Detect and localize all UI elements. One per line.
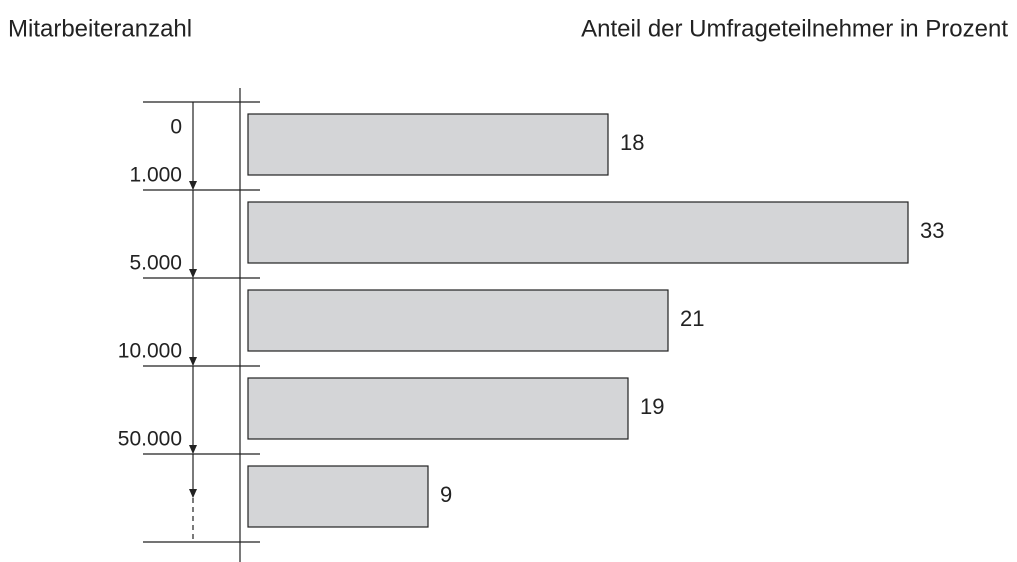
arrow-head — [189, 357, 197, 366]
arrow-head — [189, 445, 197, 454]
bar — [247, 201, 909, 264]
bar — [247, 289, 669, 352]
bar — [247, 377, 629, 440]
boundary-label: 0 — [170, 116, 182, 139]
arrow-head — [189, 489, 197, 498]
boundary-label: 5.000 — [129, 252, 182, 275]
value-label: 18 — [620, 130, 644, 155]
arrow-head — [189, 269, 197, 278]
bar — [247, 465, 429, 528]
boundary-label: 50.000 — [118, 428, 182, 451]
boundary-label: 10.000 — [118, 340, 182, 363]
value-label: 19 — [640, 394, 664, 419]
arrow-head — [189, 181, 197, 190]
left-title: Mitarbeiteranzahl — [8, 15, 192, 42]
bar — [247, 113, 609, 176]
boundary-label: 1.000 — [129, 164, 182, 187]
right-title: Anteil der Umfrageteilnehmer in Prozent — [581, 15, 1008, 42]
value-label: 9 — [440, 482, 452, 507]
value-label: 21 — [680, 306, 704, 331]
value-label: 33 — [920, 218, 944, 243]
